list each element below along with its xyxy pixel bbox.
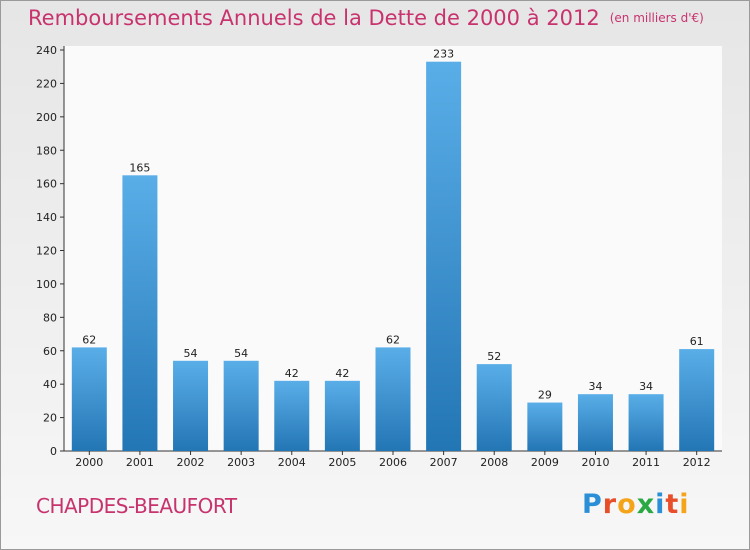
bar — [476, 364, 512, 451]
bar — [679, 349, 715, 451]
y-tick-label: 160 — [36, 178, 57, 191]
y-tick-label: 140 — [36, 211, 57, 224]
y-tick-label: 0 — [50, 445, 57, 458]
y-tick-label: 60 — [43, 345, 57, 358]
logo-letter: t — [665, 489, 680, 520]
x-tick-label: 2004 — [278, 456, 306, 469]
y-tick-label: 120 — [36, 245, 57, 258]
bar — [628, 394, 664, 451]
bar — [426, 61, 462, 452]
data-label: 42 — [285, 367, 299, 380]
bar — [577, 394, 613, 451]
bar — [122, 175, 158, 451]
data-label: 34 — [639, 380, 653, 393]
data-label: 54 — [184, 347, 198, 360]
logo-letter: i — [679, 489, 690, 520]
x-tick-label: 2003 — [227, 456, 255, 469]
y-tick-label: 40 — [43, 378, 57, 391]
x-tick-label: 2011 — [632, 456, 660, 469]
x-tick-label: 2001 — [126, 456, 154, 469]
data-label: 54 — [234, 347, 248, 360]
y-tick-label: 80 — [43, 311, 57, 324]
y-tick-label: 240 — [36, 44, 57, 57]
data-label: 62 — [386, 333, 400, 346]
x-tick-label: 2010 — [581, 456, 609, 469]
data-label: 42 — [335, 367, 349, 380]
logo-letter: x — [636, 489, 656, 520]
data-label: 233 — [433, 48, 454, 61]
x-tick-label: 2005 — [328, 456, 356, 469]
x-tick-label: 2002 — [177, 456, 205, 469]
bar — [274, 380, 310, 451]
y-tick-label: 220 — [36, 77, 57, 90]
data-label: 29 — [538, 389, 552, 402]
bar — [324, 380, 360, 451]
x-tick-label: 2008 — [480, 456, 508, 469]
x-tick-label: 2000 — [75, 456, 103, 469]
chart-unit: (en milliers d'€) — [609, 11, 704, 25]
logo-letter: i — [655, 489, 666, 520]
logo-letter: r — [602, 489, 618, 520]
chart-title-text: Remboursements Annuels de la Dette de 20… — [28, 6, 600, 30]
logo-letter: P — [582, 489, 603, 520]
data-label: 165 — [129, 161, 150, 174]
bar — [527, 402, 563, 451]
proxiti-logo: Proxiti — [582, 489, 690, 520]
bar — [223, 360, 259, 451]
y-tick-label: 200 — [36, 111, 57, 124]
commune-name: CHAPDES-BEAUFORT — [36, 494, 237, 518]
y-tick-label: 100 — [36, 278, 57, 291]
bar — [375, 347, 411, 451]
x-tick-label: 2009 — [531, 456, 559, 469]
bar — [173, 360, 209, 451]
data-label: 34 — [588, 380, 602, 393]
x-tick-label: 2007 — [430, 456, 458, 469]
chart-title: Remboursements Annuels de la Dette de 20… — [28, 6, 704, 30]
y-tick-label: 20 — [43, 412, 57, 425]
logo-letter: o — [617, 489, 637, 520]
data-label: 52 — [487, 350, 501, 363]
x-tick-label: 2006 — [379, 456, 407, 469]
data-label: 61 — [690, 335, 704, 348]
y-tick-label: 180 — [36, 144, 57, 157]
data-label: 62 — [82, 333, 96, 346]
bar — [71, 347, 107, 451]
x-tick-label: 2012 — [683, 456, 711, 469]
